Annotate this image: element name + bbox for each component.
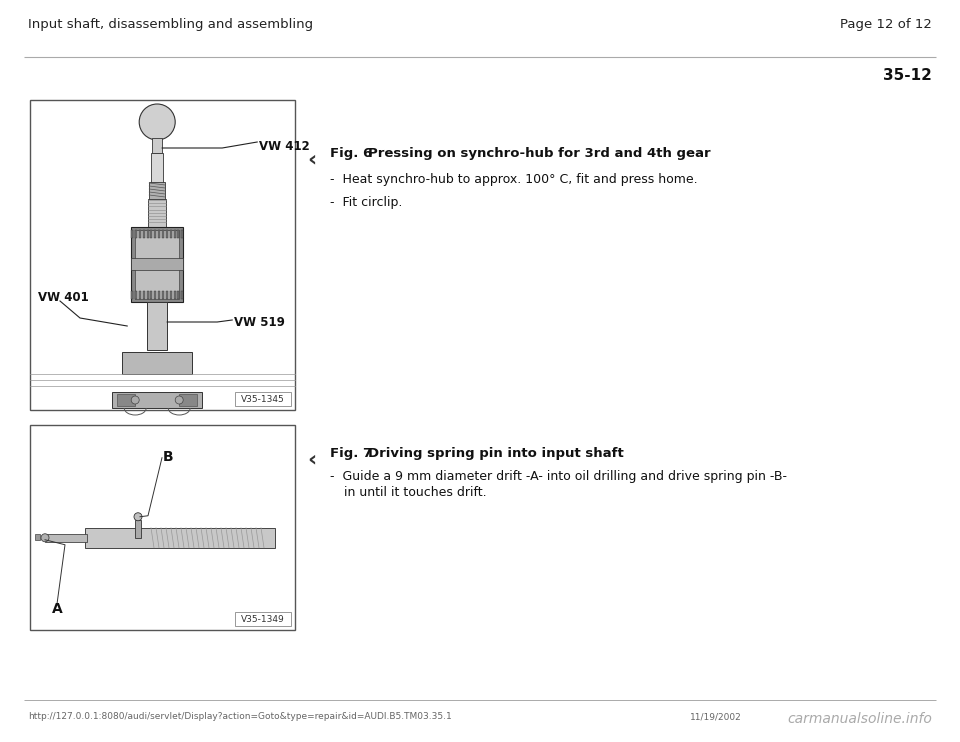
Text: VW 412: VW 412 bbox=[259, 140, 310, 153]
Text: Page 12 of 12: Page 12 of 12 bbox=[840, 18, 932, 31]
Text: V35-1345: V35-1345 bbox=[241, 395, 285, 404]
Bar bbox=[135, 291, 137, 299]
Bar bbox=[235, 392, 291, 406]
Bar bbox=[132, 291, 133, 299]
Text: -  Fit circlip.: - Fit circlip. bbox=[330, 196, 402, 209]
Bar bbox=[117, 394, 135, 406]
Bar bbox=[235, 612, 291, 626]
Bar bbox=[151, 153, 163, 183]
Bar bbox=[135, 230, 180, 299]
Bar bbox=[181, 291, 183, 299]
Bar bbox=[178, 230, 180, 238]
Text: ‹: ‹ bbox=[307, 149, 317, 169]
Bar bbox=[166, 291, 168, 299]
Bar bbox=[158, 291, 160, 299]
Bar bbox=[45, 533, 87, 542]
Bar bbox=[35, 533, 40, 539]
Bar bbox=[151, 291, 153, 299]
Text: Driving spring pin into input shaft: Driving spring pin into input shaft bbox=[368, 447, 624, 460]
Bar bbox=[178, 291, 180, 299]
Bar bbox=[139, 291, 141, 299]
Text: 11/19/2002: 11/19/2002 bbox=[690, 712, 742, 721]
Bar bbox=[143, 230, 145, 238]
Bar bbox=[30, 425, 295, 630]
Bar bbox=[147, 291, 149, 299]
Bar bbox=[166, 230, 168, 238]
Circle shape bbox=[134, 513, 142, 521]
Bar bbox=[85, 528, 275, 548]
Text: B: B bbox=[163, 450, 174, 464]
Bar bbox=[135, 519, 141, 538]
Bar bbox=[174, 230, 176, 238]
Bar bbox=[162, 291, 164, 299]
Text: VW 519: VW 519 bbox=[234, 316, 285, 329]
Bar bbox=[139, 230, 141, 238]
Bar bbox=[30, 100, 295, 410]
Text: Fig. 7: Fig. 7 bbox=[330, 447, 372, 460]
Bar bbox=[148, 199, 166, 227]
Bar bbox=[122, 352, 192, 374]
Bar bbox=[135, 230, 137, 238]
Text: -  Heat synchro-hub to approx. 100° C, fit and press home.: - Heat synchro-hub to approx. 100° C, fi… bbox=[330, 173, 698, 186]
Text: V35-1349: V35-1349 bbox=[241, 614, 285, 623]
Bar bbox=[180, 394, 197, 406]
Bar bbox=[151, 230, 153, 238]
Bar bbox=[147, 302, 167, 350]
Bar bbox=[155, 291, 156, 299]
Text: ‹: ‹ bbox=[307, 449, 317, 469]
Bar bbox=[132, 227, 183, 302]
Text: carmanualsoline.info: carmanualsoline.info bbox=[787, 712, 932, 726]
Text: -  Guide a 9 mm diameter drift -A- into oil drilling and drive spring pin -B-: - Guide a 9 mm diameter drift -A- into o… bbox=[330, 470, 787, 483]
Text: http://127.0.0.1:8080/audi/servlet/Display?action=Goto&type=repair&id=AUDI.B5.TM: http://127.0.0.1:8080/audi/servlet/Displ… bbox=[28, 712, 452, 721]
Text: Pressing on synchro-hub for 3rd and 4th gear: Pressing on synchro-hub for 3rd and 4th … bbox=[368, 147, 710, 160]
Bar bbox=[132, 258, 183, 270]
Circle shape bbox=[41, 533, 49, 542]
Bar bbox=[147, 230, 149, 238]
Circle shape bbox=[132, 396, 139, 404]
Bar bbox=[149, 182, 165, 200]
Circle shape bbox=[139, 104, 175, 140]
Text: Input shaft, disassembling and assembling: Input shaft, disassembling and assemblin… bbox=[28, 18, 313, 31]
Bar bbox=[112, 392, 203, 408]
Text: Fig. 6: Fig. 6 bbox=[330, 147, 372, 160]
Circle shape bbox=[175, 396, 183, 404]
Bar bbox=[132, 230, 133, 238]
Bar bbox=[170, 291, 172, 299]
Bar bbox=[158, 230, 160, 238]
Text: VW 401: VW 401 bbox=[38, 291, 88, 304]
Bar bbox=[143, 291, 145, 299]
Bar bbox=[153, 138, 162, 153]
Bar bbox=[181, 230, 183, 238]
Text: A: A bbox=[52, 602, 62, 616]
Text: in until it touches drift.: in until it touches drift. bbox=[344, 486, 487, 499]
Bar bbox=[162, 230, 164, 238]
Bar bbox=[174, 291, 176, 299]
Bar bbox=[155, 230, 156, 238]
Bar bbox=[170, 230, 172, 238]
Text: 35-12: 35-12 bbox=[883, 68, 932, 83]
